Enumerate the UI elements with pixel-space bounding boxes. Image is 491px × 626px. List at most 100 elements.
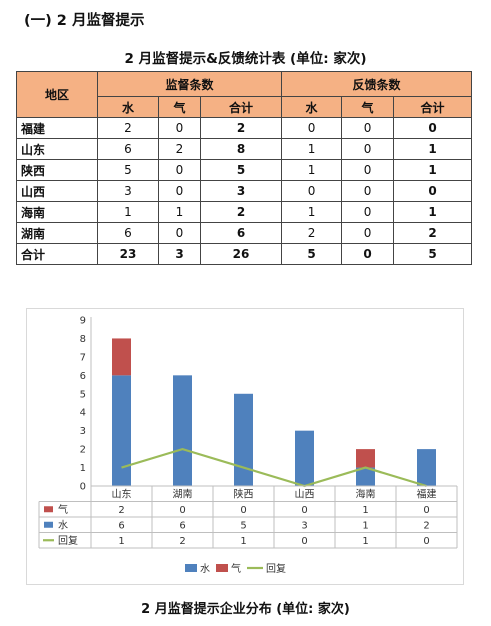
- x-tick-label: 山西: [295, 489, 315, 501]
- section-heading: (一) 2 月监督提示: [24, 13, 145, 29]
- table-cell: 5: [97, 159, 159, 181]
- table-row: 山东 6 2 8 1 0 1: [16, 138, 473, 160]
- table-cell: 3: [158, 243, 201, 265]
- region-cell: 福建: [16, 117, 98, 139]
- data-label: 0: [301, 536, 307, 547]
- table-cell: 0: [393, 117, 473, 139]
- table-cell: 26: [199, 243, 283, 265]
- table-cell: 0: [341, 201, 395, 223]
- supervision-chart: 0 1 2 3 4 5 6 7 8 9 山东 湖南 陕西 山西 海南 福建气 2 0 0 0 1 0 水 6 6 5 3 1 2 回复 1 2…: [38, 316, 458, 575]
- y-tick-label: 5: [80, 389, 86, 400]
- bar-segment: [112, 338, 131, 376]
- region-cell: 山西: [16, 180, 98, 202]
- table-cell: 0: [158, 117, 201, 139]
- y-tick-label: 6: [80, 371, 86, 382]
- table-cell: 1: [281, 201, 343, 223]
- table-cell: 0: [158, 222, 201, 244]
- legend-key-swatch: [44, 521, 53, 528]
- table-cell: 0: [341, 117, 395, 139]
- data-label: 2: [118, 505, 124, 516]
- data-label: 6: [179, 520, 185, 531]
- sub-header-gas: 气: [341, 96, 395, 118]
- table-cell: 8: [199, 138, 283, 160]
- table-cell: 2: [281, 222, 343, 244]
- region-cell: 陕西: [16, 159, 98, 181]
- region-cell: 合计: [16, 243, 98, 265]
- table-cell: 6: [199, 222, 283, 244]
- table-cell: 0: [158, 180, 201, 202]
- y-tick-label: 7: [80, 352, 86, 363]
- table-cell: 0: [281, 117, 343, 139]
- table-cell: 2: [393, 222, 473, 244]
- x-tick-label: 福建: [417, 488, 437, 501]
- y-tick-label: 1: [80, 463, 86, 474]
- table-cell: 1: [281, 138, 343, 160]
- sub-header-total: 合计: [199, 96, 283, 118]
- data-table-series-name: 水: [58, 519, 68, 531]
- y-tick-label: 4: [80, 408, 86, 419]
- data-label: 1: [118, 536, 124, 547]
- table-cell: 0: [281, 180, 343, 202]
- data-label: 1: [362, 536, 368, 547]
- legend-key-swatch: [185, 564, 197, 572]
- table-cell: 2: [97, 117, 159, 139]
- bar-segment: [112, 375, 131, 486]
- data-label: 0: [240, 505, 246, 516]
- table-cell: 5: [393, 243, 473, 265]
- region-cell: 海南: [16, 201, 98, 223]
- bar-segment: [417, 449, 436, 486]
- data-label: 2: [179, 536, 185, 547]
- statistics-table: 地区 监督条数 反馈条数 水 气 合计 水 气 合计 福建 2 0 2 0 0 …: [16, 71, 473, 265]
- y-tick-label: 2: [80, 445, 86, 456]
- series-line: [121, 447, 427, 488]
- legend-key-swatch: [44, 506, 53, 513]
- table-cell: 0: [341, 222, 395, 244]
- table-cell: 5: [199, 159, 283, 181]
- sub-header-gas: 气: [158, 96, 201, 118]
- table-cell: 3: [199, 180, 283, 202]
- table-cell: 1: [281, 159, 343, 181]
- table-cell: 2: [158, 138, 201, 160]
- x-tick-label: 海南: [356, 488, 376, 501]
- y-tick-label: 3: [80, 426, 86, 437]
- chart-caption: 2 月监督提示企业分布 (单位: 家次): [141, 602, 350, 617]
- x-tick-label: 山东: [112, 488, 132, 501]
- legend-label: 气: [231, 562, 241, 575]
- table-cell: 6: [97, 138, 159, 160]
- region-header: 地区: [16, 71, 98, 118]
- table-cell: 1: [393, 138, 473, 160]
- feedback-count-header: 反馈条数: [281, 71, 473, 97]
- table-cell: 1: [97, 201, 159, 223]
- table-cell: 1: [158, 201, 201, 223]
- legend-label: 回复: [266, 562, 286, 575]
- legend-label: 水: [200, 563, 210, 575]
- table-row: 湖南 6 0 6 2 0 2: [16, 222, 473, 244]
- table-cell: 6: [97, 222, 159, 244]
- table-cell: 1: [393, 159, 473, 181]
- table-title: 2 月监督提示&反馈统计表 (单位: 家次): [124, 51, 367, 67]
- region-cell: 山东: [16, 138, 98, 160]
- y-tick-label: 8: [80, 334, 86, 345]
- data-label: 6: [118, 520, 124, 531]
- x-tick-label: 湖南: [173, 488, 193, 501]
- bar-segment: [356, 467, 375, 486]
- table-row: 福建 2 0 2 0 0 0: [16, 117, 473, 139]
- chart-container: 0 1 2 3 4 5 6 7 8 9 山东 湖南 陕西 山西 海南 福建气 2 0 0 0 1 0 水 6 6 5 3 1 2 回复 1 2…: [26, 308, 464, 585]
- table-cell: 1: [393, 201, 473, 223]
- table-row: 山西 3 0 3 0 0 0: [16, 180, 473, 202]
- data-label: 1: [362, 505, 368, 516]
- bar-segment: [173, 375, 192, 486]
- data-table-series-name: 气: [58, 503, 68, 516]
- table-cell: 0: [341, 138, 395, 160]
- y-tick-label: 9: [80, 316, 86, 327]
- table-cell: 3: [97, 180, 159, 202]
- table-cell: 0: [393, 180, 473, 202]
- table-cell: 0: [158, 159, 201, 181]
- bar-segment: [356, 449, 375, 468]
- bar-segment: [295, 430, 314, 486]
- sub-header-water: 水: [281, 96, 343, 118]
- data-label: 1: [240, 536, 246, 547]
- data-label: 2: [423, 520, 429, 531]
- table-cell: 23: [97, 243, 159, 265]
- data-label: 1: [362, 520, 368, 531]
